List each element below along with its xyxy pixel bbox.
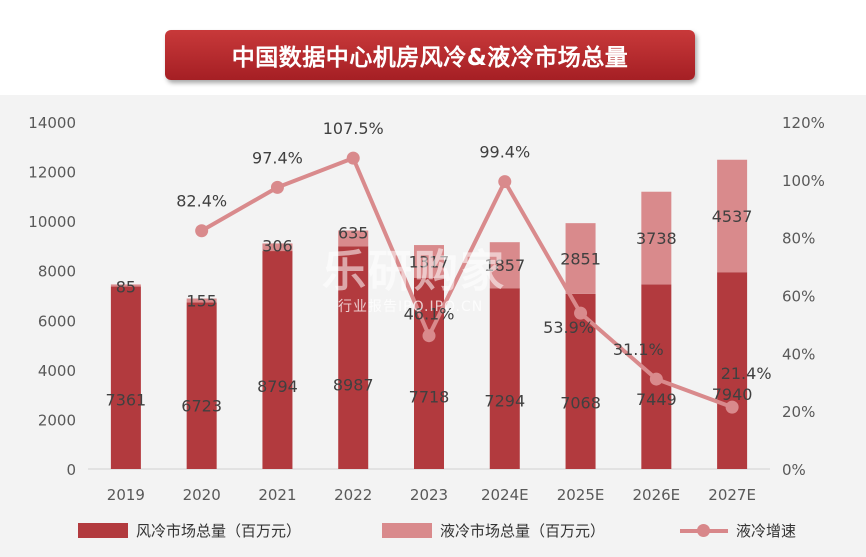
bar-liquid [110,284,141,287]
growth-line [200,156,733,409]
x-tick-label: 2026E [633,486,681,504]
data-label-liquid: 1857 [484,256,525,275]
growth-point [649,372,663,386]
bar-liquid [262,243,293,252]
data-label-air: 7940 [712,385,753,404]
growth-point [498,175,512,189]
growth-point [574,306,588,320]
data-label-liquid: 4537 [712,207,753,226]
data-label-liquid: 306 [262,236,293,255]
x-tick-label: 2027E [708,486,756,504]
y-left-tick-label: 12000 [28,164,76,182]
growth-point [346,151,360,165]
x-tick-label: 2022 [334,486,372,504]
data-label-air: 7361 [106,391,147,410]
x-tick-label: 2023 [410,486,448,504]
bar-liquid [489,242,520,289]
y-right-tick-label: 60% [782,288,815,306]
growth-label: 31.1% [613,340,664,359]
legend-swatch-air [78,523,128,538]
bar-air [110,286,141,469]
x-tick-label: 2019 [107,486,145,504]
legend-label-growth: 液冷增速 [736,522,797,540]
data-label-liquid: 3738 [636,229,677,248]
legend-label-liquid: 液冷市场总量（百万元） [440,522,606,540]
bar-air [489,288,520,469]
growth-label: 107.5% [323,119,384,138]
watermark-main: 乐研购家 [322,246,506,297]
y-right-tick-label: 20% [782,403,815,421]
chart-legend: 风冷市场总量（百万元） 液冷市场总量（百万元） 液冷增速 [0,512,866,546]
bar-liquid [565,223,596,294]
bar-liquid [717,159,748,273]
growth-label: 21.4% [721,364,772,383]
x-tick-label: 2024E [481,486,529,504]
y-left-tick-label: 2000 [38,411,76,429]
bar-air [338,246,369,469]
y-right-tick-label: 0% [782,461,806,479]
legend-line-growth [680,523,728,538]
growth-label: 82.4% [176,192,227,211]
growth-point [422,329,436,343]
growth-point [195,224,209,238]
bar-liquid [414,245,444,278]
y-left-tick-label: 0 [66,461,76,479]
data-label-liquid: 2851 [560,249,601,268]
data-label-air: 8987 [333,375,374,394]
growth-point [270,180,284,194]
data-label-air: 7068 [560,393,601,412]
chart-title: 中国数据中心机房风冷&液冷市场总量 [165,30,695,80]
y-left-tick-label: 14000 [28,114,76,132]
data-label-liquid: 155 [186,292,217,311]
watermark-sub: 行业报告IPO.IPO.CN [338,299,484,315]
y-right-tick-label: 80% [782,230,815,248]
data-label-air: 8794 [257,377,298,396]
bar-air [262,251,293,469]
data-label-air: 6723 [181,397,222,416]
legend-swatch-liquid [382,523,432,538]
y-right-tick-label: 40% [782,345,815,363]
bar-liquid [338,230,369,247]
data-label-liquid: 1317 [409,252,450,271]
growth-label: 46.1% [404,305,455,324]
growth-point [725,400,739,414]
y-left-tick-label: 6000 [38,312,76,330]
y-left-tick-label: 10000 [28,213,76,231]
data-label-air: 7294 [484,391,525,410]
legend-label-air: 风冷市场总量（百万元） [136,522,302,540]
data-label-air: 7449 [636,390,677,409]
data-label-liquid: 635 [338,224,369,243]
y-right-tick-label: 120% [782,114,825,132]
y-right-tick-label: 100% [782,172,825,190]
x-tick-label: 2021 [258,486,296,504]
bar-air [186,302,217,469]
y-left-tick-label: 4000 [38,362,76,380]
growth-label: 97.4% [252,148,303,167]
growth-label: 99.4% [479,143,530,162]
data-label-liquid: 85 [116,277,136,296]
growth-label: 53.9% [543,318,594,337]
x-tick-label: 2020 [183,486,221,504]
legend-item-growth: 液冷增速 [680,520,796,541]
x-tick-label: 2025E [557,486,605,504]
bar-air [717,272,748,469]
bar-liquid [641,191,672,285]
y-left-tick-label: 8000 [38,263,76,281]
legend-item-liquid: 液冷市场总量（百万元） [382,520,605,541]
bar-liquid [186,298,217,303]
data-label-air: 7718 [409,387,450,406]
legend-item-air: 风冷市场总量（百万元） [78,520,301,541]
